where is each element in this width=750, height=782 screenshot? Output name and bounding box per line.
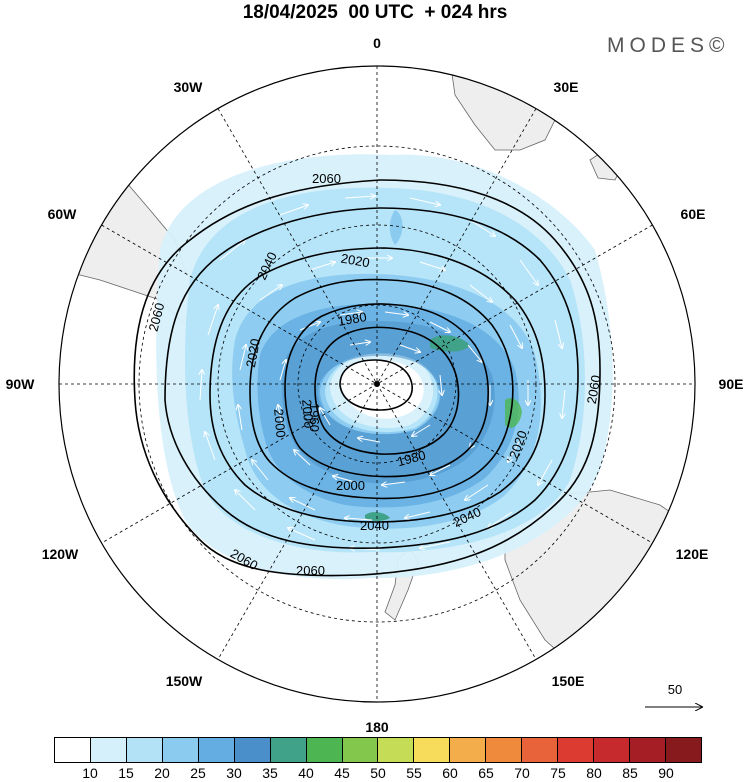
legend-tick-label: 55: [406, 765, 422, 781]
vector-scale-label: 50: [668, 682, 682, 697]
legend-tick-label: 10: [82, 765, 98, 781]
vector-scale: 50: [645, 682, 710, 722]
wind-vectors: [200, 196, 565, 550]
legend-swatch: [198, 738, 235, 762]
contour-label: 2020: [340, 251, 371, 271]
meridian-label-90w: 90W: [6, 376, 36, 392]
brand-logo: MODES©: [607, 34, 730, 57]
legend-tick-label: 45: [334, 765, 350, 781]
legend-tick-label: 35: [262, 765, 278, 781]
meridian-label-30e: 30E: [554, 79, 579, 95]
legend-swatch: [665, 738, 701, 762]
contour-label: 2000: [336, 478, 365, 493]
legend-swatch: [90, 738, 127, 762]
legend-tick-label: 50: [370, 765, 386, 781]
legend-swatch: [306, 738, 343, 762]
contour-label: 1960: [307, 403, 322, 432]
legend-swatch: [162, 738, 199, 762]
meridian-label-60e: 60E: [681, 206, 706, 222]
contour-label: 2060: [312, 171, 341, 186]
contour-label: 2060: [296, 563, 325, 578]
meridian-label-0: 0: [373, 35, 381, 51]
contour-label: 2000: [299, 399, 316, 429]
legend-tick-label: 70: [514, 765, 530, 781]
legend-swatch: [234, 738, 271, 762]
meridian-labels: 0 180 90W 90E 30W 60W 30E 60E 120W 150W …: [6, 35, 744, 735]
legend-tick-label: 60: [442, 765, 458, 781]
contour-label: 1980: [337, 309, 368, 329]
legend-swatch: [522, 738, 559, 762]
legend-swatch: [486, 738, 523, 762]
height-contours: [133, 179, 601, 577]
contour-label: 2060: [145, 301, 167, 333]
contour-2020: [209, 247, 546, 523]
legend-tick-label: 15: [118, 765, 134, 781]
contour-2040: [164, 207, 579, 550]
contour-label: 2040: [360, 518, 389, 533]
legend-tick-label: 40: [298, 765, 314, 781]
meridian-label-30w: 30W: [174, 79, 204, 95]
contour-label: 1980: [395, 447, 427, 469]
color-legend: [54, 737, 702, 763]
contour-1960: [314, 326, 460, 455]
legend-swatch: [126, 738, 163, 762]
globe-outline: [58, 65, 696, 703]
legend-tick-label: 25: [190, 765, 206, 781]
contour-2000: [249, 278, 514, 500]
legend-tick-label: 90: [658, 765, 674, 781]
legend-swatch: [558, 738, 595, 762]
legend-swatch: [342, 738, 379, 762]
contour-labels: 2060 2060 2040 2020 2020 1980 1980 2000 …: [145, 171, 603, 578]
contour-1980: [284, 303, 489, 478]
meridian-label-180: 180: [365, 719, 389, 735]
legend-swatch: [414, 738, 451, 762]
legend-swatch: [630, 738, 666, 762]
legend-swatch: [594, 738, 630, 762]
legend-swatch: [378, 738, 415, 762]
legend-tick-label: 65: [478, 765, 494, 781]
legend-swatch: [270, 738, 307, 762]
legend-tick-label: 20: [154, 765, 170, 781]
legend-tick-label: 30: [226, 765, 242, 781]
africa-land: [449, 66, 561, 151]
contour-2060: [133, 179, 601, 577]
contour-label: 2060: [584, 374, 604, 405]
legend-tick-label: 75: [550, 765, 566, 781]
map-title: 18/04/2025 00 UTC + 024 hrs: [242, 2, 508, 23]
meridian-label-150w: 150W: [166, 673, 203, 689]
meridian-label-60w: 60W: [48, 206, 78, 222]
legend-tick-label: 85: [622, 765, 638, 781]
south-pole-marker: [374, 381, 380, 387]
contour-label: 2020: [243, 337, 263, 368]
meridian-label-150e: 150E: [552, 673, 585, 689]
meridian-label-90e: 90E: [719, 376, 744, 392]
legend-tick-label: 80: [586, 765, 602, 781]
meridian-label-120e: 120E: [676, 546, 709, 562]
legend-ticks: 10 15 20 25 30 35 40 45 50 55 60 65 70 75 80 85 90: [0, 765, 750, 782]
legend-swatch: [55, 738, 91, 762]
meridian-label-120w: 120W: [42, 546, 79, 562]
map-content: [59, 66, 695, 702]
contour-label: 2000: [271, 408, 288, 438]
legend-swatch: [450, 738, 487, 762]
